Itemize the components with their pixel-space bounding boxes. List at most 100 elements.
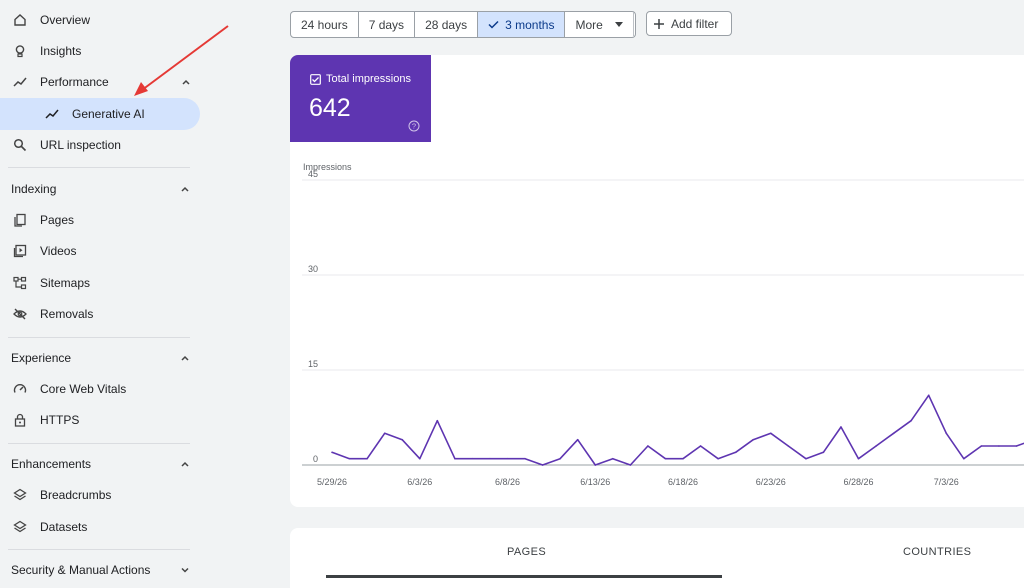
data-point[interactable] (612, 457, 614, 460)
layers-icon (12, 519, 28, 535)
sidebar-item-insights[interactable]: Insights (0, 36, 81, 66)
data-point[interactable] (734, 451, 737, 454)
checkbox-checked-icon[interactable] (310, 73, 321, 85)
data-point[interactable] (348, 457, 351, 460)
data-point[interactable] (840, 426, 842, 428)
data-point[interactable] (401, 438, 403, 441)
sidebar-item-label: URL inspection (40, 138, 121, 152)
sidebar-item-performance[interactable]: Performance (0, 67, 200, 97)
data-point[interactable] (647, 445, 649, 447)
toolbar-divider (633, 12, 634, 36)
range-28-days[interactable]: 28 days (415, 12, 479, 37)
data-point[interactable] (559, 457, 561, 460)
data-point[interactable] (524, 457, 526, 460)
data-point[interactable] (383, 432, 386, 435)
tab-active-indicator (326, 575, 722, 578)
sidebar-item-https[interactable]: HTTPS (0, 405, 79, 435)
chevron-down-icon[interactable] (180, 565, 190, 575)
data-point[interactable] (471, 457, 474, 460)
data-point[interactable] (805, 457, 807, 460)
section-enhancements[interactable]: Enhancements (0, 452, 190, 476)
y-tick-label: 45 (308, 169, 318, 179)
sidebar-item-core-web-vitals[interactable]: Core Web Vitals (0, 374, 126, 404)
sidebar-item-label: HTTPS (40, 413, 80, 427)
data-point[interactable] (594, 464, 597, 466)
data-point[interactable] (787, 445, 790, 447)
sidebar-item-overview[interactable]: Overview (0, 5, 90, 35)
section-experience[interactable]: Experience (0, 346, 190, 370)
sidebar-item-label: Breadcrumbs (40, 488, 112, 502)
data-point[interactable] (752, 438, 754, 441)
sidebar-item-label: Insights (40, 44, 82, 58)
sidebar-item-datasets[interactable]: Datasets (0, 512, 87, 542)
data-point[interactable] (541, 464, 544, 466)
sidebar-item-label: Pages (40, 213, 75, 227)
sidebar-item-pages[interactable]: Pages (0, 205, 74, 235)
more-label: More (575, 17, 603, 32)
data-point[interactable] (436, 419, 439, 422)
series-line (331, 394, 1024, 466)
data-point[interactable] (454, 457, 456, 460)
section-indexing[interactable]: Indexing (0, 177, 190, 201)
more-dropdown[interactable]: More (565, 12, 634, 37)
data-point[interactable] (576, 438, 579, 441)
add-filter-button[interactable]: Add filter (646, 11, 732, 36)
data-point[interactable] (875, 445, 877, 447)
y-tick-label: 0 (313, 454, 318, 464)
data-point[interactable] (629, 464, 632, 466)
data-point[interactable] (769, 432, 772, 435)
sidebar-item-label: Performance (40, 75, 109, 89)
range-24-hours[interactable]: 24 hours (291, 12, 359, 37)
svg-text:?: ? (412, 122, 416, 131)
sidebar-item-sitemaps[interactable]: Sitemaps (0, 268, 90, 298)
data-point[interactable] (489, 457, 491, 460)
annotation-arrow (134, 25, 229, 96)
data-point[interactable] (892, 432, 895, 435)
x-tick-label: 6/23/26 (756, 477, 786, 487)
data-point[interactable] (366, 457, 368, 460)
data-point[interactable] (682, 457, 684, 460)
data-point[interactable] (1015, 445, 1018, 447)
data-point[interactable] (963, 457, 965, 460)
data-point[interactable] (822, 451, 825, 454)
section-title: Security & Manual Actions (11, 563, 151, 577)
sidebar-item-removals[interactable]: Removals (0, 299, 93, 329)
chevron-up-icon[interactable] (180, 184, 190, 194)
metric-total-impressions[interactable]: Total impressions 642 ? (290, 55, 431, 142)
chevron-up-icon[interactable] (181, 77, 191, 87)
data-point[interactable] (998, 445, 1000, 447)
chevron-up-icon[interactable] (180, 459, 190, 469)
data-point[interactable] (699, 445, 702, 447)
sidebar-item-url-inspection[interactable]: URL inspection (0, 130, 121, 160)
data-point[interactable] (331, 451, 333, 454)
lightbulb-icon (12, 43, 28, 59)
data-point[interactable] (717, 457, 719, 460)
y-axis-title: Impressions (303, 162, 352, 172)
range-7-days[interactable]: 7 days (359, 12, 416, 37)
range-3-months[interactable]: 3 months (478, 12, 566, 37)
date-range-selector: 24 hours 7 days 28 days 3 months More (290, 11, 636, 38)
help-icon[interactable]: ? (408, 120, 420, 132)
sidebar-item-label: Generative AI (72, 107, 145, 121)
divider (8, 167, 190, 168)
sidebar-item-label: Videos (40, 244, 77, 258)
data-point[interactable] (927, 394, 930, 397)
chevron-up-icon[interactable] (180, 353, 190, 363)
data-point[interactable] (664, 457, 667, 460)
tab-pages[interactable]: PAGES (507, 546, 547, 558)
data-point[interactable] (910, 419, 912, 422)
data-point[interactable] (506, 457, 509, 460)
data-point[interactable] (857, 457, 860, 460)
data-point[interactable] (418, 457, 421, 460)
sidebar-item-generative-ai[interactable]: Generative AI (0, 98, 200, 130)
section-security[interactable]: Security & Manual Actions (0, 558, 190, 582)
sidebar-item-videos[interactable]: Videos (0, 236, 76, 266)
tab-countries[interactable]: COUNTRIES (903, 546, 972, 558)
section-title: Enhancements (11, 457, 92, 471)
data-point[interactable] (980, 445, 983, 447)
trending-up-icon (44, 106, 60, 122)
trending-up-icon (12, 74, 28, 90)
data-point[interactable] (945, 432, 948, 435)
x-tick-label: 6/28/26 (843, 477, 873, 487)
sidebar-item-breadcrumbs[interactable]: Breadcrumbs (0, 480, 111, 510)
